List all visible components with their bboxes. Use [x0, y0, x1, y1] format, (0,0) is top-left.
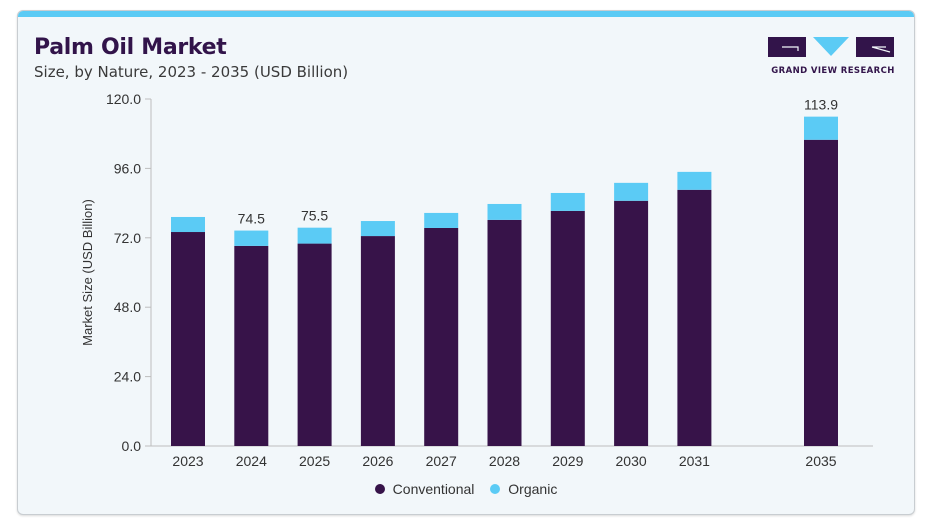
chart-card: Palm Oil Market Size, by Nature, 2023 - … — [17, 10, 915, 515]
y-tick-label: 0.0 — [122, 438, 142, 454]
x-tick-label: 2028 — [489, 453, 520, 469]
legend-dot-conventional — [374, 484, 385, 494]
x-tick-label: 2029 — [552, 453, 583, 469]
bar-organic-2028 — [487, 203, 522, 220]
bar-conventional-2029 — [550, 210, 585, 446]
legend-item-conventional[interactable]: Conventional — [374, 481, 475, 497]
bar-conventional-2030 — [614, 200, 649, 446]
bar-organic-2026 — [360, 221, 395, 237]
x-tick-label: 2023 — [172, 453, 203, 469]
x-tick-label: 2031 — [679, 453, 710, 469]
grand-view-research-logo: GRAND VIEW RESEARCH — [768, 35, 898, 79]
legend-label-conventional: Conventional — [392, 481, 475, 497]
stacked-bar-chart: 0.0 24.0 48.0 72.0 96.0 120.0 Market Size (USD… — [80, 91, 873, 469]
bar-conventional-2035 — [804, 139, 838, 446]
bar-conventional-2025 — [297, 243, 332, 446]
bar-organic-2035 — [804, 116, 838, 140]
x-tick-label: 2026 — [362, 453, 393, 469]
legend-label-organic: Organic — [508, 481, 558, 497]
x-tick-label: 2024 — [236, 453, 267, 469]
legend-dot-organic — [490, 484, 501, 494]
x-tick-label: 2027 — [426, 453, 457, 469]
bar-conventional-2031 — [677, 189, 712, 446]
data-label: 75.5 — [301, 208, 328, 224]
bar-conventional-2028 — [487, 219, 522, 446]
data-label: 113.9 — [804, 97, 838, 113]
y-axis-title: Market Size (USD Billion) — [80, 199, 95, 346]
x-tick-label: 2035 — [805, 453, 836, 469]
y-tick-label: 96.0 — [114, 160, 141, 176]
bar-organic-2023 — [171, 216, 205, 233]
y-tick-label: 24.0 — [114, 369, 141, 385]
bar-organic-2024 — [234, 230, 269, 246]
accent-top-bar — [18, 11, 914, 17]
y-tick-label: 48.0 — [114, 299, 141, 315]
legend-item-organic[interactable]: Organic — [490, 481, 557, 497]
logo-text: GRAND VIEW RESEARCH — [771, 66, 895, 76]
chart-subtitle: Size, by Nature, 2023 - 2035 (USD Billio… — [34, 63, 349, 81]
bar-organic-2031 — [677, 171, 712, 190]
bar-organic-2029 — [550, 192, 585, 211]
x-tick-label: 2030 — [616, 453, 647, 469]
x-tick-label: 2025 — [299, 453, 330, 469]
bar-organic-2027 — [424, 212, 459, 228]
chart-title: Palm Oil Market — [34, 35, 227, 60]
y-tick-label: 72.0 — [114, 230, 141, 246]
y-tick-label: 120.0 — [106, 91, 141, 107]
bar-organic-2025 — [297, 227, 332, 244]
logo-mark-icon — [768, 37, 894, 57]
bar-organic-2030 — [614, 182, 649, 201]
legend: Conventional Organic — [18, 481, 914, 497]
data-label: 74.5 — [238, 211, 265, 227]
bar-conventional-2024 — [234, 245, 269, 446]
bar-conventional-2023 — [171, 232, 205, 446]
bar-conventional-2026 — [360, 236, 395, 446]
bar-conventional-2027 — [424, 227, 459, 446]
